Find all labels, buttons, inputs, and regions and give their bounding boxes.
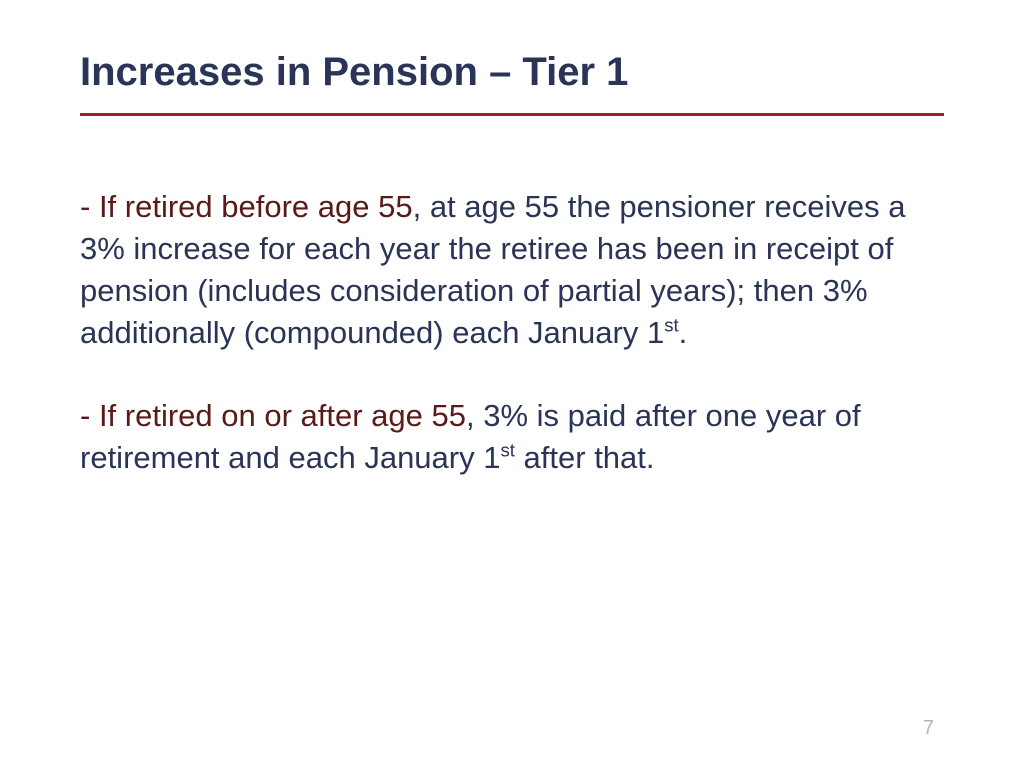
bullet-dash: - <box>80 398 99 433</box>
ordinal-suffix: st <box>500 440 514 461</box>
ordinal-suffix: st <box>664 314 678 335</box>
page-number: 7 <box>923 717 934 740</box>
slide-title: Increases in Pension – Tier 1 <box>80 50 944 95</box>
bullet-lead: If retired before age 55 <box>99 189 413 224</box>
bullet-2: - If retired on or after age 55, 3% is p… <box>80 395 930 479</box>
bullet-rest-after: after that. <box>515 440 655 475</box>
bullet-rest-after: . <box>679 315 688 350</box>
title-underline <box>80 113 944 116</box>
bullet-dash: - <box>80 189 99 224</box>
bullet-lead: If retired on or after age 55 <box>99 398 466 433</box>
slide: Increases in Pension – Tier 1 - If retir… <box>0 0 1024 768</box>
body-text: - If retired before age 55, at age 55 th… <box>80 186 930 479</box>
bullet-1: - If retired before age 55, at age 55 th… <box>80 186 930 353</box>
